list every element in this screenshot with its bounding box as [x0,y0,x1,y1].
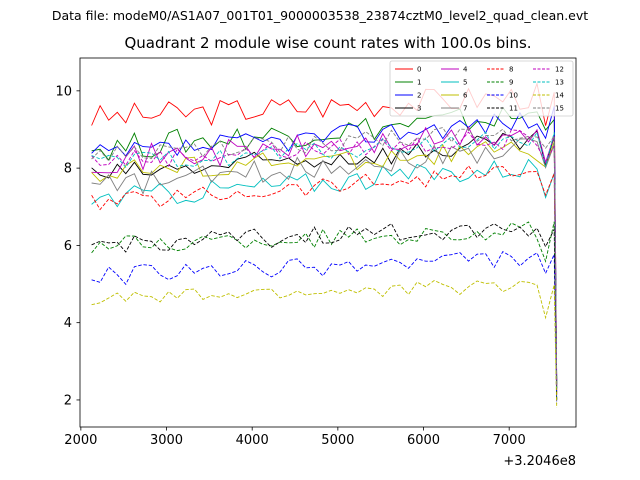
series-line-9 [91,221,558,401]
series-line-15 [91,126,558,385]
y-tick-label: 2 [64,393,72,408]
series-line-5 [91,158,558,385]
legend-label-15: 15 [555,105,564,113]
legend-label-11: 11 [509,105,518,113]
legend-label-2: 2 [417,92,421,100]
legend-label-6: 6 [463,92,468,100]
legend-label-1: 1 [417,79,421,87]
x-offset-label: +3.2046e8 [503,454,576,469]
legend-label-0: 0 [417,66,421,74]
legend-label-9: 9 [509,79,513,87]
series-line-6 [91,141,558,389]
series-line-10 [91,250,558,404]
y-tick-label: 8 [64,162,72,177]
series-line-14 [91,279,558,408]
axes-frame [79,57,577,428]
legend-label-7: 7 [463,105,467,113]
legend-label-3: 3 [417,105,421,113]
series-line-8 [91,165,558,397]
x-tick-label: 7000 [493,433,526,448]
series-line-12 [91,129,558,389]
x-tick-label: 4000 [236,433,269,448]
legend-label-10: 10 [509,92,518,100]
x-tick-label: 2000 [64,433,97,448]
legend-label-4: 4 [463,66,468,74]
legend-label-14: 14 [555,92,564,100]
series-line-4 [91,126,558,393]
legend-label-13: 13 [555,79,564,87]
series-line-13 [91,131,558,389]
series-line-2 [91,106,558,381]
y-tick-label: 6 [64,239,72,254]
series-line-1 [91,106,558,385]
legend-label-12: 12 [555,66,564,74]
legend-label-5: 5 [463,79,467,87]
legend-label-8: 8 [509,66,513,74]
series-line-0 [91,81,558,385]
x-tick-label: 5000 [321,433,354,448]
series-line-3 [91,130,558,389]
series-line-7 [91,138,558,393]
x-tick-label: 3000 [150,433,183,448]
y-tick-label: 4 [64,316,72,331]
y-tick-label: 10 [55,84,72,99]
suptitle: Data file: modeM0/AS1A07_001T01_90000035… [51,8,589,23]
chart-title: Quadrant 2 module wise count rates with … [124,34,532,52]
series-line-11 [91,222,558,401]
legend-box [389,60,574,117]
x-tick-label: 6000 [407,433,440,448]
